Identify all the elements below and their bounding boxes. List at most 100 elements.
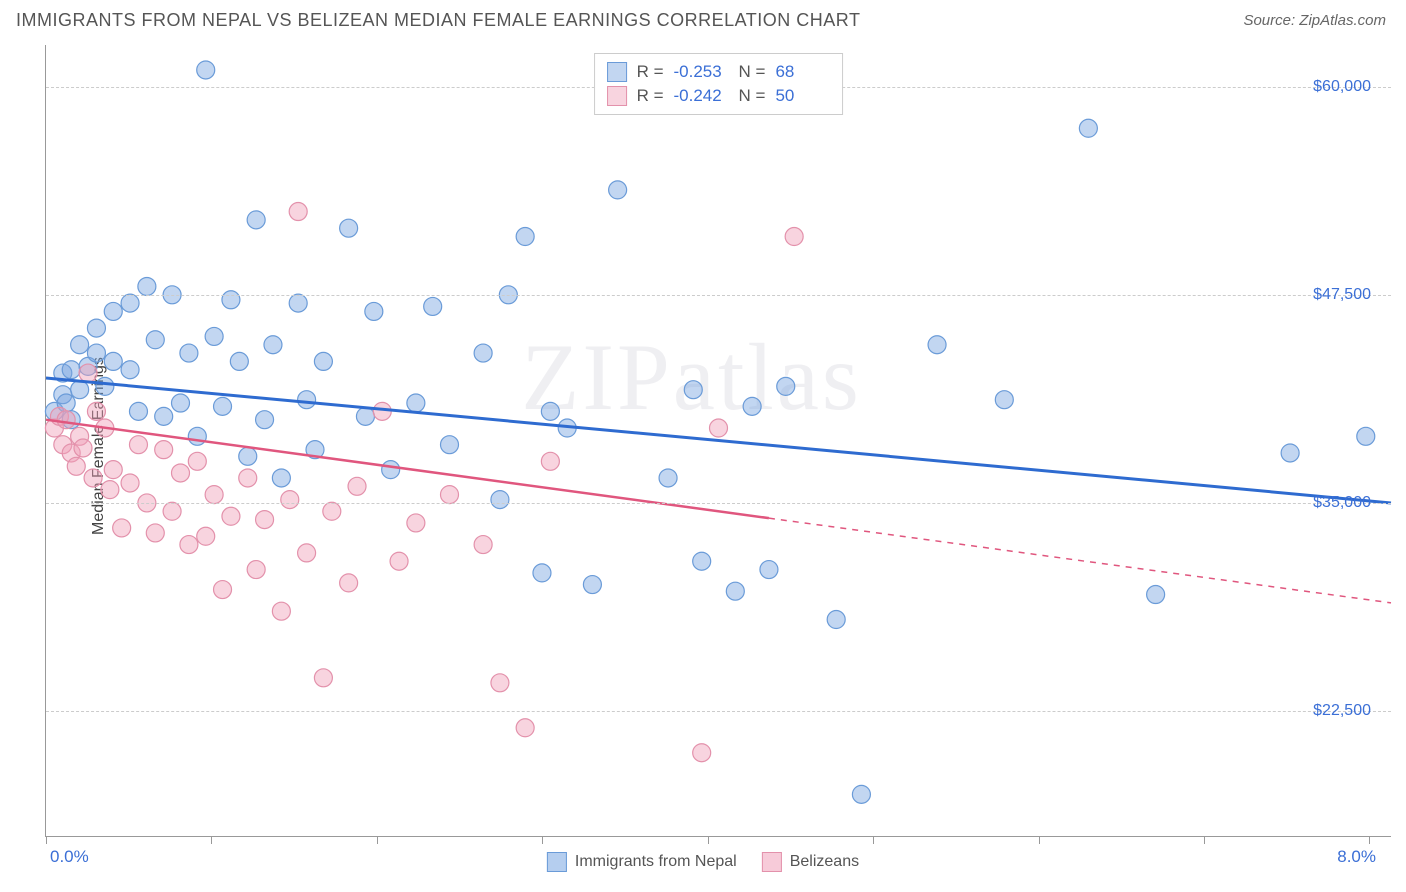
x-tick [1039,836,1040,844]
n-value: 50 [775,86,830,106]
data-point [516,228,534,246]
data-point [87,402,105,420]
data-point [760,561,778,579]
data-point [365,302,383,320]
grid-line [46,503,1391,504]
data-point [340,219,358,237]
n-label: N = [739,86,766,106]
legend-swatch [762,852,782,872]
data-point [214,581,232,599]
data-point [188,427,206,445]
data-point [84,469,102,487]
data-point [441,486,459,504]
data-point [239,469,257,487]
data-point [101,481,119,499]
data-point [57,411,75,429]
data-point [348,477,366,495]
data-point [659,469,677,487]
data-point [197,527,215,545]
data-point [121,474,139,492]
data-point [289,294,307,312]
legend-swatch [607,86,627,106]
data-point [323,502,341,520]
data-point [222,507,240,525]
data-point [129,436,147,454]
scatter-plot-svg [46,45,1391,836]
x-tick [377,836,378,844]
source-attribution: Source: ZipAtlas.com [1243,12,1386,29]
data-point [180,344,198,362]
data-point [390,552,408,570]
data-point [289,203,307,221]
data-point [785,228,803,246]
legend-item: Immigrants from Nepal [547,852,737,872]
chart-plot-area: ZIPatlas R =-0.253N =68R =-0.242N =50 $2… [45,45,1391,837]
grid-line [46,711,1391,712]
data-point [180,536,198,554]
data-point [516,719,534,737]
r-label: R = [637,62,664,82]
chart-title: IMMIGRANTS FROM NEPAL VS BELIZEAN MEDIAN… [16,10,860,31]
data-point [827,611,845,629]
data-point [314,352,332,370]
data-point [710,419,728,437]
data-point [474,344,492,362]
data-point [247,211,265,229]
data-point [541,452,559,470]
data-point [777,377,795,395]
data-point [256,511,274,529]
x-tick [1369,836,1370,844]
data-point [533,564,551,582]
data-point [298,544,316,562]
data-point [129,402,147,420]
x-tick [708,836,709,844]
data-point [62,361,80,379]
data-point [491,674,509,692]
data-point [247,561,265,579]
r-value: -0.242 [674,86,729,106]
data-point [743,397,761,415]
data-point [79,364,97,382]
data-point [121,361,139,379]
data-point [407,394,425,412]
data-point [104,352,122,370]
data-point [1079,119,1097,137]
data-point [172,464,190,482]
data-point [928,336,946,354]
data-point [693,552,711,570]
data-point [684,381,702,399]
x-tick [46,836,47,844]
data-point [155,407,173,425]
data-point [205,486,223,504]
data-point [188,452,206,470]
data-point [1281,444,1299,462]
data-point [272,602,290,620]
data-point [87,344,105,362]
r-value: -0.253 [674,62,729,82]
r-label: R = [637,86,664,106]
x-tick [542,836,543,844]
data-point [146,524,164,542]
data-point [726,582,744,600]
data-point [264,336,282,354]
data-point [146,331,164,349]
series-legend: Immigrants from Nepal Belizeans [547,852,859,872]
data-point [272,469,290,487]
data-point [155,441,173,459]
legend-swatch [547,852,567,872]
n-value: 68 [775,62,830,82]
y-tick-label: $47,500 [1313,286,1371,304]
data-point [230,352,248,370]
regression-line-dashed [769,518,1391,603]
legend-item: Belizeans [762,852,859,872]
data-point [995,391,1013,409]
data-point [583,576,601,594]
data-point [256,411,274,429]
data-point [356,407,374,425]
data-point [340,574,358,592]
correlation-legend: R =-0.253N =68R =-0.242N =50 [594,53,844,115]
x-tick [1204,836,1205,844]
y-tick-label: $22,500 [1313,702,1371,720]
data-point [852,785,870,803]
data-point [71,381,89,399]
